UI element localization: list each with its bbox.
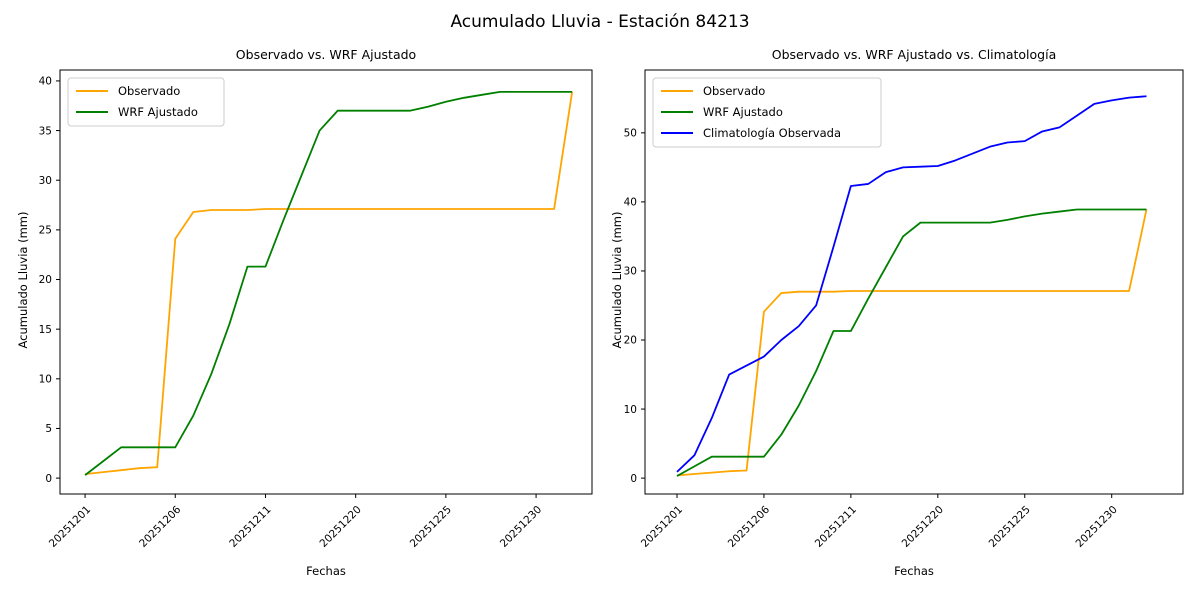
x-tick-label: 20251206 <box>726 503 773 550</box>
x-tick-label: 20251206 <box>137 503 184 550</box>
legend-label: Climatología Observada <box>703 126 841 140</box>
legend-box <box>652 77 882 148</box>
chart-1: 0 5 10 15 20 25 30 35 40 20251201 20251206 20251211… <box>39 69 593 550</box>
y-tick-label: 15 <box>39 324 52 336</box>
y-tick-label: 5 <box>45 423 52 435</box>
y-tick-label: 35 <box>39 125 52 137</box>
y-tick-label: 20 <box>39 274 52 286</box>
chart1-title: Observado vs. WRF Ajustado <box>235 47 417 62</box>
y-tick-label: 30 <box>624 266 637 278</box>
y-tick-label: 0 <box>45 473 52 485</box>
line-observado <box>676 209 1148 477</box>
x-tick-label: 20251230 <box>1074 504 1120 550</box>
line-observado <box>84 91 574 476</box>
x-tick-label: 20251225 <box>987 504 1033 550</box>
x-tick-label: 20251220 <box>318 504 364 550</box>
legend-label: Observado <box>703 84 765 98</box>
chart-2: 0 10 20 30 40 50 20251201 20251206 20251211 20251… <box>624 69 1184 550</box>
axes-spines <box>644 69 1184 495</box>
x-tick-label: 20251220 <box>900 504 946 550</box>
chart2-x-axis-label: Fechas <box>894 564 934 578</box>
chart2-title: Observado vs. WRF Ajustado vs. Climatolo… <box>771 47 1057 62</box>
y-tick-label: 30 <box>39 175 52 187</box>
y-tick-label: 0 <box>630 473 637 485</box>
line-climatolog-a-observada <box>676 95 1147 473</box>
x-tick-label: 20251201 <box>639 504 685 550</box>
x-tick-label: 20251201 <box>47 504 93 550</box>
legend-label: WRF Ajustado <box>703 105 783 119</box>
figure-title: Acumulado Lluvia - Estación 84213 <box>450 12 750 32</box>
x-tick-label: 20251230 <box>498 504 544 550</box>
y-tick-label: 20 <box>624 335 637 347</box>
x-tick-label: 20251211 <box>227 504 273 550</box>
chart1-x-axis-label: Fechas <box>306 564 346 578</box>
line-wrf-ajustado <box>676 208 1147 477</box>
y-tick-label: 10 <box>39 374 52 386</box>
y-tick-label: 25 <box>39 225 52 237</box>
y-tick-label: 50 <box>624 128 637 140</box>
x-tick-label: 20251225 <box>408 504 454 550</box>
y-tick-label: 40 <box>624 197 637 209</box>
y-tick-label: 40 <box>39 76 52 88</box>
x-tick-label: 20251211 <box>813 504 859 550</box>
axes-spines <box>59 69 593 495</box>
line-wrf-ajustado <box>84 90 573 476</box>
legend-label: WRF Ajustado <box>118 105 198 119</box>
legend-label: Observado <box>118 84 180 98</box>
y-tick-label: 10 <box>624 404 637 416</box>
